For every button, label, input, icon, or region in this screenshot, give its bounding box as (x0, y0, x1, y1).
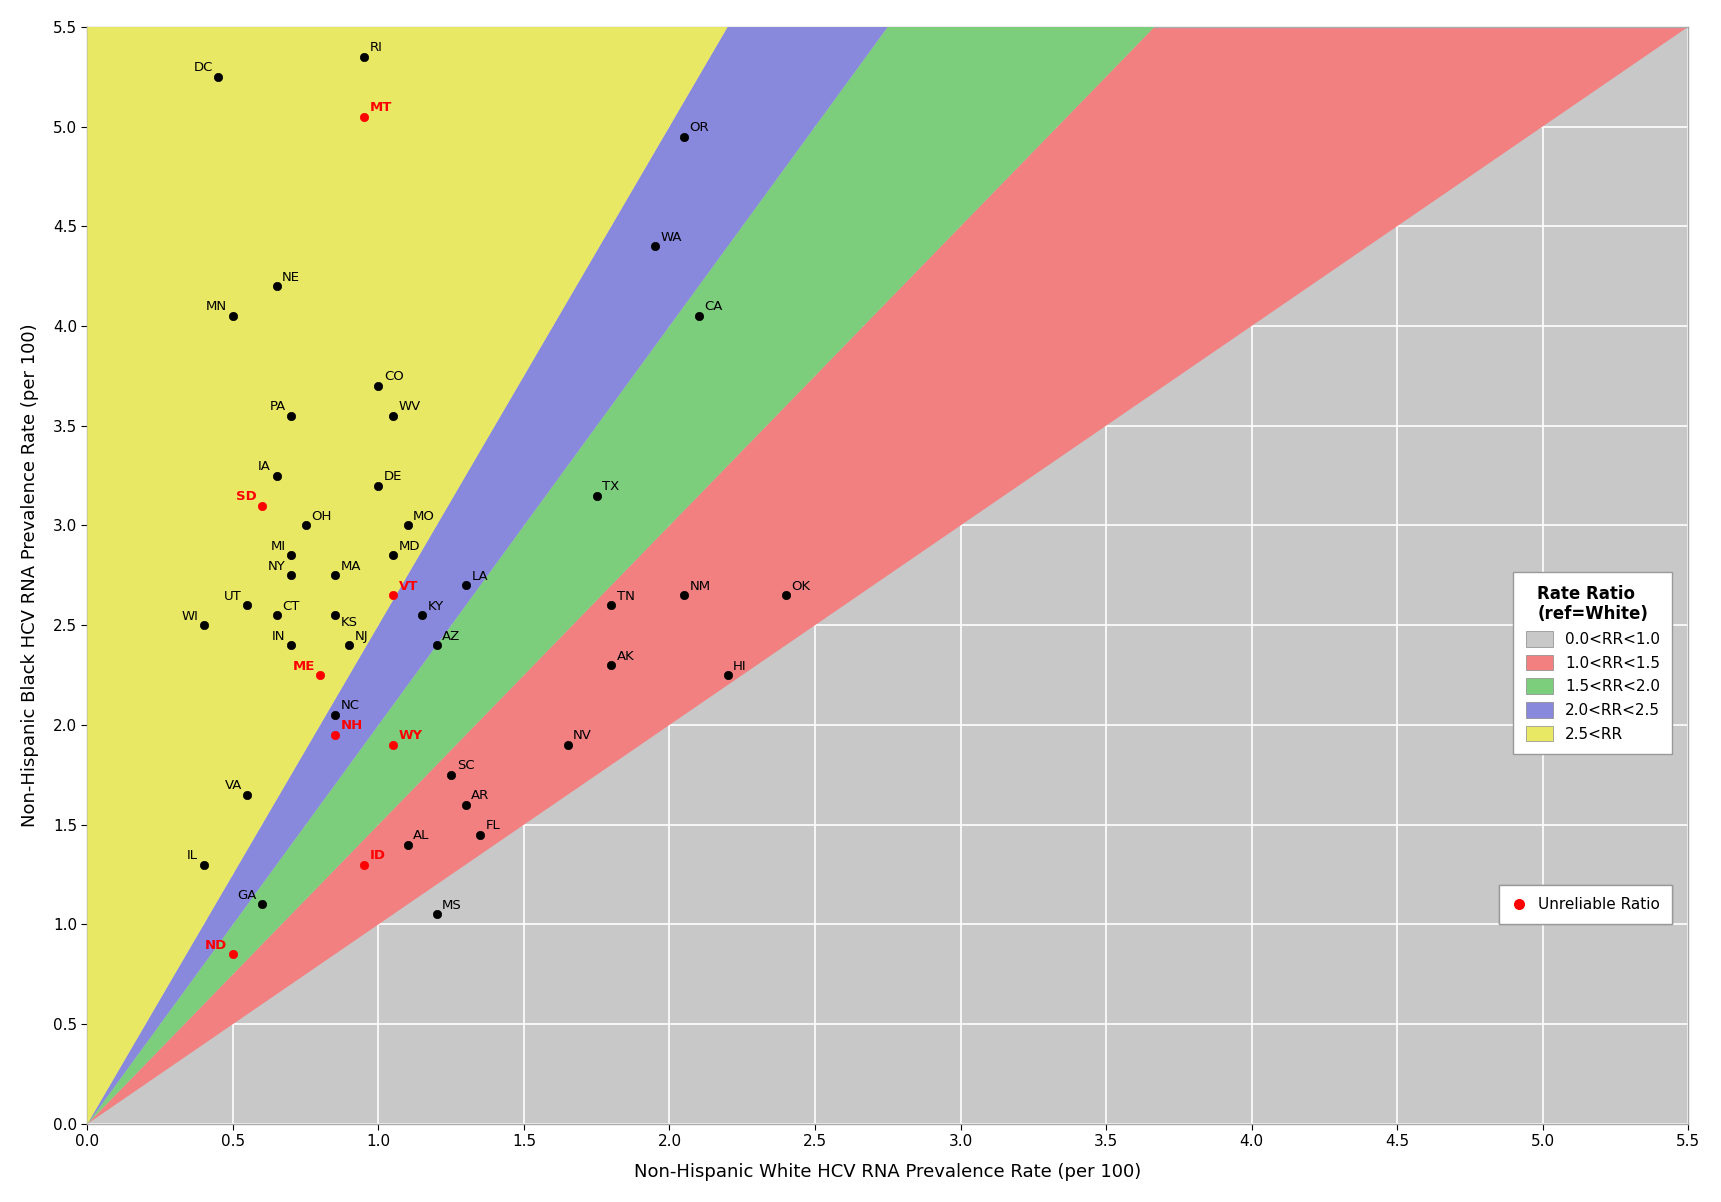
Text: NM: NM (690, 579, 711, 593)
Text: IN: IN (272, 630, 286, 643)
Text: ND: ND (205, 939, 227, 952)
Polygon shape (88, 26, 1688, 1124)
Text: VA: VA (224, 779, 243, 792)
Text: OH: OH (312, 510, 332, 523)
Text: OK: OK (792, 579, 811, 593)
Text: WY: WY (399, 730, 423, 743)
Text: DC: DC (193, 61, 213, 75)
Text: FL: FL (485, 819, 501, 832)
Text: NY: NY (268, 560, 286, 573)
Text: WV: WV (399, 400, 422, 413)
Text: GA: GA (237, 889, 256, 902)
Text: CO: CO (384, 370, 404, 383)
Text: IL: IL (188, 849, 198, 862)
Text: SC: SC (456, 760, 475, 772)
Polygon shape (88, 26, 888, 1124)
Text: AR: AR (472, 790, 489, 802)
Text: AL: AL (413, 829, 430, 843)
Text: NC: NC (341, 700, 360, 713)
Text: SD: SD (236, 490, 256, 502)
Text: PA: PA (268, 400, 286, 413)
Polygon shape (88, 26, 1155, 1124)
Text: VT: VT (399, 579, 418, 593)
Text: CA: CA (704, 300, 723, 314)
X-axis label: Non-Hispanic White HCV RNA Prevalence Rate (per 100): Non-Hispanic White HCV RNA Prevalence Ra… (633, 1164, 1141, 1182)
Text: NJ: NJ (355, 630, 368, 643)
Text: RI: RI (370, 41, 382, 54)
Polygon shape (88, 26, 1688, 1124)
Legend: Unreliable Ratio: Unreliable Ratio (1499, 885, 1673, 924)
Text: MO: MO (413, 510, 435, 523)
Text: CT: CT (282, 600, 299, 613)
Text: HI: HI (733, 660, 747, 673)
Text: NH: NH (341, 719, 363, 732)
Text: MS: MS (442, 899, 461, 912)
Text: NV: NV (573, 730, 592, 743)
Text: KS: KS (341, 617, 358, 630)
Text: OR: OR (690, 121, 709, 133)
Text: WA: WA (661, 231, 682, 244)
Text: WI: WI (181, 609, 198, 623)
Text: MN: MN (207, 300, 227, 314)
Text: MI: MI (270, 540, 286, 553)
Text: IA: IA (258, 460, 270, 474)
Text: TX: TX (602, 480, 620, 493)
Text: LA: LA (472, 570, 489, 583)
Text: UT: UT (224, 590, 243, 602)
Text: ID: ID (370, 849, 386, 862)
Text: DE: DE (384, 470, 403, 483)
Text: MA: MA (341, 560, 361, 573)
Polygon shape (88, 26, 728, 1124)
Y-axis label: Non-Hispanic Black HCV RNA Prevalence Rate (per 100): Non-Hispanic Black HCV RNA Prevalence Ra… (21, 323, 40, 827)
Text: KY: KY (427, 600, 444, 613)
Text: MD: MD (399, 540, 420, 553)
Text: ME: ME (293, 660, 315, 673)
Text: AK: AK (616, 649, 635, 662)
Text: NE: NE (282, 270, 299, 284)
Text: MT: MT (370, 101, 392, 114)
Text: AZ: AZ (442, 630, 461, 643)
Text: TN: TN (616, 590, 635, 602)
